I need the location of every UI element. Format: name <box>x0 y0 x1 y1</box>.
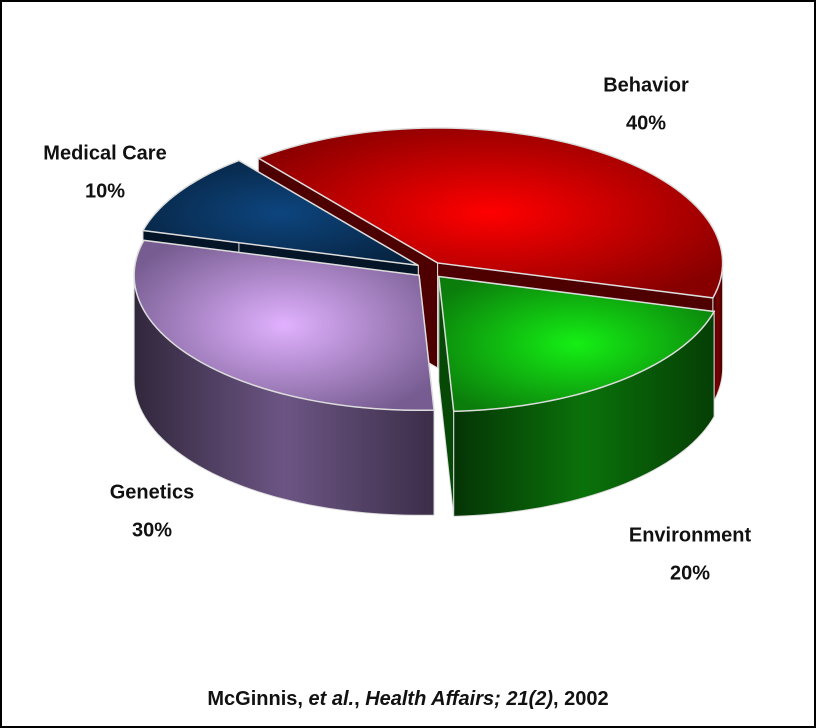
source-note: McGinnis, et al., Health Affairs; 21(2),… <box>207 688 608 710</box>
slice-label: Genetics <box>110 481 194 503</box>
value-label: 20% <box>670 562 710 584</box>
labels: Behavior 40% Medical Care 10% Genetics 30% Env… <box>43 74 751 584</box>
slice-label: Environment <box>629 524 752 546</box>
value-label: 10% <box>85 180 125 202</box>
slice <box>256 127 724 299</box>
pie <box>133 127 724 517</box>
source-part: et al. <box>308 688 354 710</box>
slice <box>437 275 716 413</box>
slice-label: Medical Care <box>43 142 166 164</box>
value-label: 30% <box>132 519 172 541</box>
source-part: , 2002 <box>553 688 609 710</box>
slice-label: Behavior <box>603 74 689 96</box>
slice <box>133 239 435 412</box>
source-part: , <box>354 688 365 710</box>
source-part: McGinnis, <box>207 688 308 710</box>
slice <box>141 159 419 267</box>
value-label: 40% <box>626 112 666 134</box>
source-part: Health Affairs; 21(2) <box>365 688 553 710</box>
